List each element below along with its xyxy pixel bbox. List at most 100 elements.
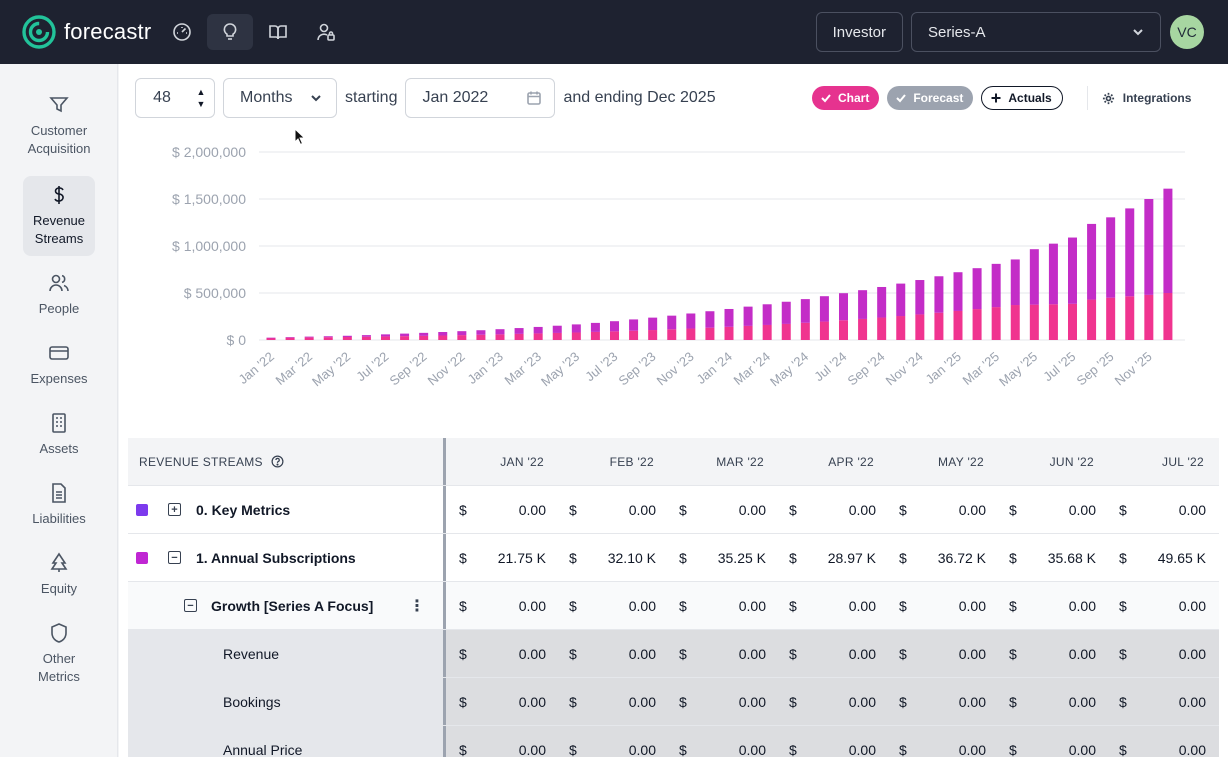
sidebar-item-people[interactable]: People (23, 264, 95, 326)
bar-segment-lower[interactable] (629, 330, 639, 340)
table-cell[interactable]: $0.00 (776, 582, 886, 629)
bar-segment-lower[interactable] (648, 330, 658, 340)
bar-segment-lower[interactable] (610, 331, 619, 340)
table-cell[interactable]: $28.97 K (776, 534, 886, 581)
table-cell[interactable]: $35.68 K (996, 534, 1106, 581)
bar-segment-lower[interactable] (342, 336, 352, 340)
scenario-select[interactable]: Series-A (911, 12, 1161, 52)
bar-segment-lower[interactable] (381, 336, 390, 340)
bar-segment-lower[interactable] (552, 332, 562, 340)
table-cell[interactable]: $0.00 (886, 582, 996, 629)
bar-segment-upper[interactable] (915, 280, 925, 315)
bar-segment-lower[interactable] (323, 337, 333, 340)
brand-logo[interactable]: forecastr (22, 15, 151, 49)
stepper-up-icon[interactable]: ▲ (196, 87, 206, 97)
bar-segment-upper[interactable] (514, 328, 524, 334)
table-cell[interactable]: $0.00 (996, 678, 1106, 725)
bar-segment-lower[interactable] (571, 332, 581, 340)
sidebar-item-customer-acquisition[interactable]: Customer Acquisition (23, 86, 95, 164)
table-cell[interactable]: $0.00 (886, 630, 996, 677)
avatar[interactable]: VC (1170, 15, 1204, 49)
bar-segment-lower[interactable] (476, 334, 486, 340)
table-cell[interactable]: $0.00 (446, 678, 556, 725)
bar-segment-lower[interactable] (1163, 293, 1173, 340)
bar-segment-upper[interactable] (590, 322, 600, 332)
table-cell[interactable]: $35.25 K (666, 534, 776, 581)
nav-ideas[interactable] (207, 14, 254, 50)
sidebar-item-liabilities[interactable]: Liabilities (23, 474, 95, 536)
table-cell[interactable]: $49.65 K (1106, 534, 1216, 581)
period-unit-select[interactable]: Months (223, 78, 337, 118)
bar-segment-lower[interactable] (915, 314, 925, 340)
bar-segment-lower[interactable] (953, 310, 963, 340)
table-cell[interactable]: $0.00 (996, 486, 1106, 533)
bar-segment-upper[interactable] (839, 293, 848, 321)
bar-segment-upper[interactable] (533, 326, 543, 334)
bar-segment-lower[interactable] (1144, 294, 1154, 340)
bar-segment-lower[interactable] (934, 312, 944, 340)
duration-stepper[interactable]: ▲ ▼ (188, 79, 214, 117)
bar-segment-lower[interactable] (1087, 299, 1097, 340)
bar-segment-lower[interactable] (724, 326, 734, 340)
table-cell[interactable]: $0.00 (886, 486, 996, 533)
bar-segment-lower[interactable] (819, 321, 829, 340)
table-cell[interactable]: $0.00 (666, 630, 776, 677)
bar-segment-lower[interactable] (285, 337, 295, 340)
bar-segment-upper[interactable] (285, 337, 295, 338)
nav-user-access[interactable] (303, 14, 349, 50)
bar-segment-upper[interactable] (342, 335, 352, 337)
stepper-down-icon[interactable]: ▼ (196, 99, 206, 109)
integrations-button[interactable]: Integrations (1102, 91, 1191, 105)
table-cell[interactable]: $0.00 (996, 630, 1106, 677)
bar-segment-upper[interactable] (819, 296, 829, 322)
bar-segment-lower[interactable] (858, 318, 868, 340)
bar-segment-upper[interactable] (686, 313, 696, 329)
table-cell[interactable]: $0.00 (996, 726, 1106, 757)
bar-segment-upper[interactable] (648, 317, 658, 331)
bar-segment-upper[interactable] (724, 308, 734, 327)
bar-segment-upper[interactable] (495, 329, 505, 335)
bar-segment-lower[interactable] (800, 322, 810, 340)
table-row-key-metrics[interactable]: + 0. Key Metrics $0.00 $0.00 $0.00 $0.00 $0.… (128, 486, 1219, 534)
bar-segment-upper[interactable] (972, 268, 982, 310)
bar-segment-upper[interactable] (762, 304, 772, 325)
table-cell[interactable]: $0.00 (446, 486, 556, 533)
bar-segment-upper[interactable] (381, 334, 390, 337)
table-cell[interactable]: $0.00 (446, 630, 556, 677)
investor-button[interactable]: Investor (815, 12, 903, 52)
bar-segment-lower[interactable] (972, 309, 982, 340)
bar-segment-lower[interactable] (762, 324, 772, 340)
bar-segment-upper[interactable] (896, 283, 906, 317)
expand-plus-icon[interactable]: + (168, 503, 181, 516)
bar-segment-upper[interactable] (457, 331, 467, 336)
bar-segment-lower[interactable] (1125, 296, 1135, 340)
duration-input[interactable]: 48 ▲ ▼ (135, 78, 215, 118)
table-cell[interactable]: $0.00 (666, 582, 776, 629)
bar-segment-upper[interactable] (400, 333, 410, 337)
table-cell[interactable]: $0.00 (1106, 726, 1216, 757)
bar-segment-upper[interactable] (781, 301, 791, 324)
table-row-growth-series-a[interactable]: − Growth [Series A Focus] ⋮ $0.00 $0.00 $0… (128, 582, 1219, 630)
table-cell[interactable]: $0.00 (666, 486, 776, 533)
sidebar-item-assets[interactable]: Assets (23, 404, 95, 466)
table-cell[interactable]: $0.00 (666, 726, 776, 757)
bar-segment-lower[interactable] (1068, 303, 1077, 340)
table-row-revenue[interactable]: Revenue $0.00 $0.00 $0.00 $0.00 $0.00 $0.00 $0… (128, 630, 1219, 678)
bar-segment-upper[interactable] (1087, 223, 1097, 300)
forecast-toggle[interactable]: Forecast (887, 86, 974, 110)
table-cell[interactable]: $0.00 (556, 726, 666, 757)
table-cell[interactable]: $0.00 (556, 486, 666, 533)
bar-segment-upper[interactable] (667, 315, 677, 330)
table-row-bookings[interactable]: Bookings $0.00 $0.00 $0.00 $0.00 $0.00 $0.00 $… (128, 678, 1219, 726)
bar-segment-lower[interactable] (705, 327, 715, 340)
table-cell[interactable]: $32.10 K (556, 534, 666, 581)
table-cell[interactable]: $0.00 (776, 726, 886, 757)
bar-segment-lower[interactable] (991, 307, 1001, 340)
table-cell[interactable]: $0.00 (776, 630, 886, 677)
actuals-toggle[interactable]: Actuals (981, 86, 1063, 110)
table-cell[interactable]: $0.00 (666, 678, 776, 725)
bar-segment-upper[interactable] (361, 335, 371, 337)
bar-segment-upper[interactable] (1048, 243, 1058, 305)
bar-segment-lower[interactable] (419, 335, 429, 340)
bar-segment-upper[interactable] (800, 299, 810, 323)
